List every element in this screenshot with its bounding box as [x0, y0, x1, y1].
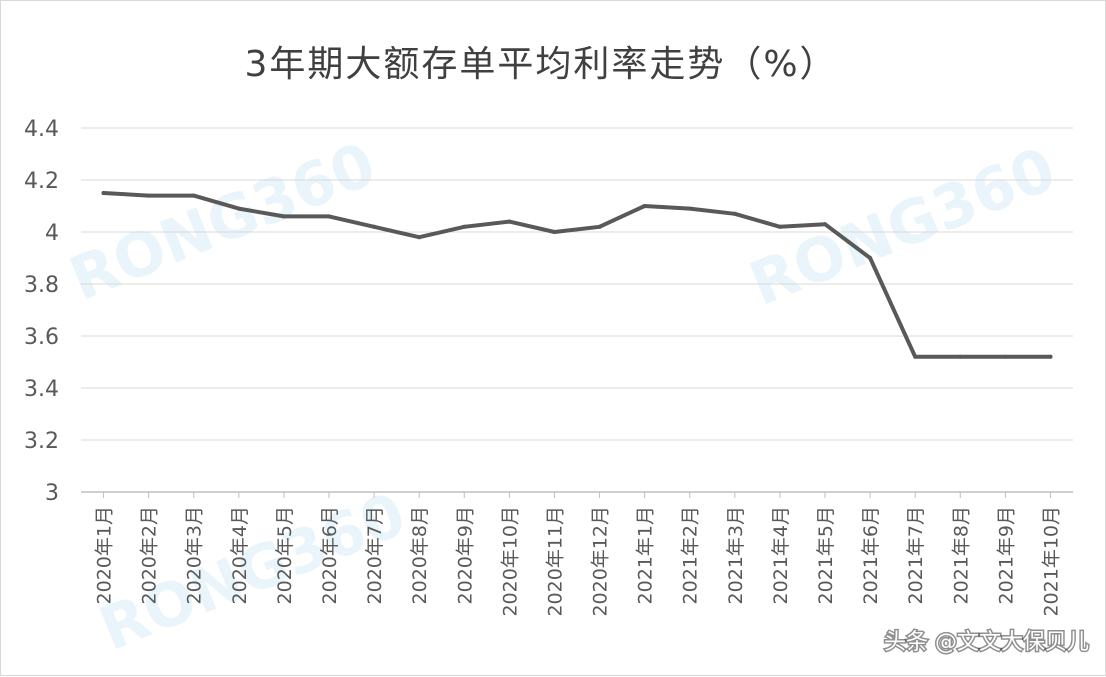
y-tick-label: 3.2 [24, 429, 59, 454]
watermark-rong360-left: RONG360 [60, 129, 385, 314]
x-axis-tick-labels: 2020年1月 2020年2月 2020年3月 2020年4月 2020年5月 2020年… [94, 492, 1062, 617]
x-tick-label: 2021年5月 [815, 506, 837, 604]
data-point [913, 354, 918, 359]
x-tick-label: 2020年5月 [274, 506, 296, 604]
data-point [1048, 354, 1053, 359]
y-tick-label: 4.2 [24, 169, 59, 194]
data-point [327, 214, 331, 219]
y-tick-label: 4 [45, 221, 59, 246]
data-point [191, 193, 196, 198]
x-tick-label: 2020年8月 [409, 506, 431, 604]
x-tick-label: 2021年9月 [995, 506, 1017, 604]
series-layer [101, 191, 1053, 359]
x-tick-label: 2020年12月 [590, 506, 612, 617]
x-tick-label: 2020年10月 [499, 506, 521, 617]
data-point [1003, 354, 1008, 359]
chart-title: 3年期大额存单平均利率走势（%） [244, 44, 837, 85]
data-point [958, 354, 963, 359]
y-tick-label: 3.8 [24, 273, 59, 298]
y-tick-label: 3.6 [24, 325, 59, 350]
y-tick-label: 4.4 [24, 117, 59, 142]
x-tick-label: 2021年8月 [950, 506, 972, 604]
data-point [823, 222, 827, 227]
data-point [687, 206, 692, 211]
x-tick-label: 2020年9月 [454, 506, 476, 604]
x-tick-label: 2020年4月 [229, 506, 251, 604]
y-tick-label: 3.4 [24, 377, 59, 402]
data-point [642, 204, 647, 208]
x-tick-label: 2021年1月 [635, 506, 657, 604]
x-tick-label: 2021年7月 [905, 506, 927, 604]
x-tick-label: 2020年6月 [319, 506, 341, 604]
data-point [372, 224, 377, 229]
data-point [597, 224, 602, 229]
data-point [868, 256, 873, 260]
data-point [281, 214, 286, 219]
series-line [101, 191, 1053, 359]
credit-watermark: 头条 @文文大保贝儿 [884, 630, 1089, 655]
data-point [552, 230, 557, 234]
x-tick-label: 2020年2月 [139, 506, 161, 604]
data-point [236, 206, 241, 211]
x-tick-label: 2020年7月 [364, 506, 386, 604]
x-tick-label: 2020年3月 [184, 506, 206, 604]
data-point [417, 235, 422, 240]
y-tick-label: 3 [45, 481, 59, 506]
data-point [732, 211, 737, 216]
data-point [507, 219, 512, 224]
x-tick-label: 2020年11月 [544, 506, 566, 617]
x-tick-label: 2021年2月 [680, 506, 702, 604]
data-point [462, 224, 467, 229]
x-tick-label: 2021年4月 [770, 506, 792, 604]
data-point [101, 191, 106, 195]
x-tick-label: 2021年10月 [1040, 506, 1062, 617]
data-point [777, 224, 782, 229]
data-point [146, 193, 151, 198]
y-axis-tick-labels: 3 3.2 3.4 3.6 3.8 4 4.2 4.4 [24, 117, 59, 506]
x-tick-label: 2021年3月 [725, 506, 747, 604]
x-tick-label: 2021年6月 [860, 506, 882, 604]
x-tick-label: 2020年1月 [94, 506, 116, 604]
